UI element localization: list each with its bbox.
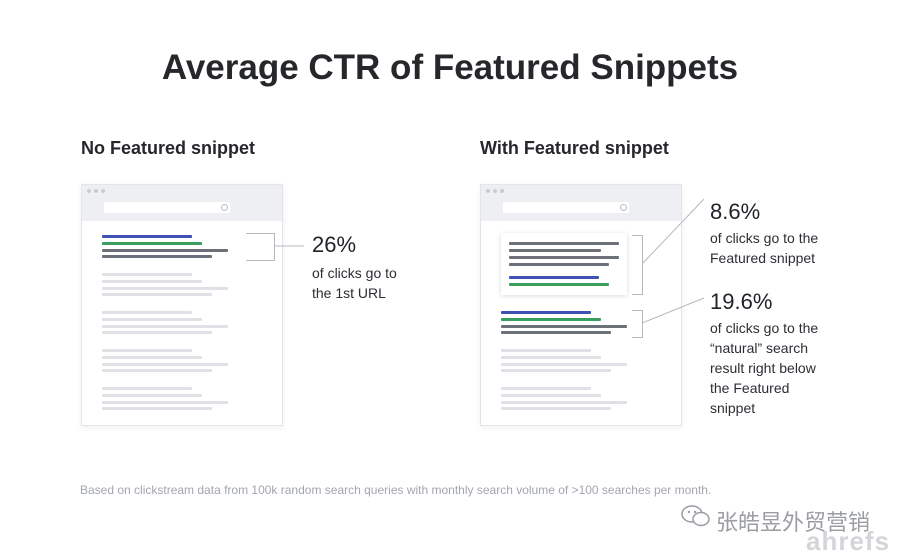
placeholder-line [501, 394, 601, 397]
placeholder-line [501, 407, 611, 410]
window-dot [493, 189, 497, 193]
window-dot [486, 189, 490, 193]
stat-line: “natural” search [710, 340, 809, 356]
placeholder-line [102, 311, 192, 314]
placeholder-line [102, 280, 202, 283]
bracket-first-result [246, 233, 275, 261]
placeholder-line [102, 401, 228, 404]
footnote: Based on clickstream data from 100k rand… [80, 483, 712, 497]
wechat-icon [681, 505, 710, 527]
snippet-text-line [509, 242, 619, 245]
placeholder-line [102, 394, 202, 397]
window-dot [500, 189, 504, 193]
placeholder-line [501, 401, 627, 404]
bracket-featured-snippet [632, 235, 643, 295]
placeholder-line [501, 349, 591, 352]
left-panel-heading: No Featured snippet [81, 138, 256, 158]
snippet-url-line [509, 283, 609, 286]
placeholder-line [102, 331, 212, 334]
stat-line: snippet [710, 400, 756, 416]
stat-value-first-url: 26% [312, 232, 357, 257]
stat-value-natural-result: 19.6% [710, 289, 773, 314]
stat-line: of clicks go to the [710, 320, 819, 336]
stat-value-featured-snippet: 8.6% [710, 199, 761, 224]
search-bar [503, 202, 629, 213]
snippet-text-line [509, 263, 609, 266]
placeholder-line [501, 356, 601, 359]
stat-line: Featured snippet [710, 250, 816, 266]
connector-line [274, 245, 304, 247]
stat-line: of clicks go to the [710, 230, 819, 246]
snippet-title-line [509, 276, 599, 279]
result-url-line [501, 318, 601, 321]
bracket-natural-result [632, 310, 643, 338]
right-panel-heading: With Featured snippet [480, 138, 669, 158]
result-snippet-line [102, 255, 212, 258]
window-dot [87, 189, 91, 193]
placeholder-line [102, 325, 228, 328]
chart-title: Average CTR of Featured Snippets [161, 48, 739, 87]
search-bar [104, 202, 230, 213]
placeholder-line [102, 387, 192, 390]
placeholder-line [102, 293, 212, 296]
result-snippet-line [501, 331, 611, 334]
placeholder-line [501, 387, 591, 390]
result-title-line [501, 311, 591, 314]
placeholder-line [102, 287, 228, 290]
result-url-line [102, 242, 202, 245]
browser-chrome [481, 185, 681, 221]
stat-line: the Featured [710, 380, 790, 396]
placeholder-line [102, 369, 212, 372]
stat-description-natural-result: of clicks go to the “natural” search res… [710, 318, 818, 418]
placeholder-line [102, 363, 228, 366]
search-icon [221, 204, 228, 211]
placeholder-line [102, 349, 192, 352]
window-dot [101, 189, 105, 193]
placeholder-line [102, 273, 192, 276]
snippet-text-line [509, 256, 619, 259]
placeholder-line [102, 407, 212, 410]
placeholder-line [501, 369, 611, 372]
brand-watermark: ahrefs [806, 526, 891, 556]
stat-line: result right below [710, 360, 816, 376]
browser-mockup-with-snippet [480, 184, 682, 426]
result-snippet-line [501, 325, 627, 328]
window-dot [94, 189, 98, 193]
placeholder-line [501, 363, 627, 366]
featured-snippet-box [501, 233, 627, 295]
result-title-line [102, 235, 192, 238]
placeholder-line [102, 318, 202, 321]
account-watermark: 张皓昱外贸营销 [716, 510, 871, 535]
connector-lines [642, 198, 705, 324]
result-snippet-line [102, 249, 228, 252]
stat-description-featured-snippet: of clicks go to the Featured snippet [710, 228, 818, 268]
search-icon [620, 204, 627, 211]
stat-line: of clicks go to [312, 265, 397, 281]
browser-chrome [82, 185, 282, 221]
snippet-text-line [509, 249, 601, 252]
stat-line: the 1st URL [312, 285, 386, 301]
browser-mockup-no-snippet [81, 184, 283, 426]
placeholder-line [102, 356, 202, 359]
stat-description-first-url: of clicks go to the 1st URL [312, 263, 397, 303]
